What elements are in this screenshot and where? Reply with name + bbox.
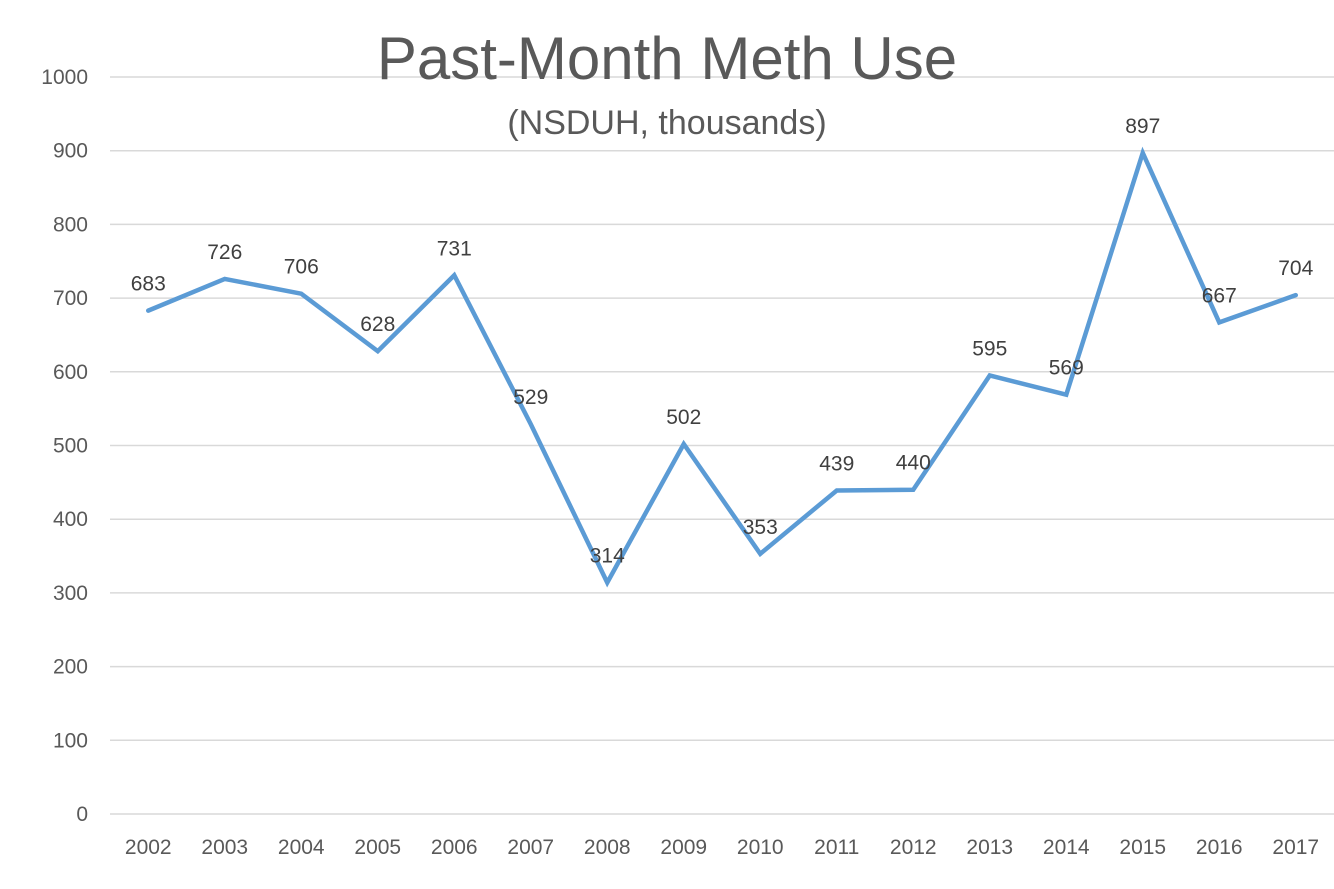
y-tick-label: 100 <box>53 729 88 752</box>
data-label: 353 <box>743 516 778 539</box>
series-layer <box>146 146 1298 588</box>
y-tick-label: 900 <box>53 140 88 163</box>
x-tick-label: 2009 <box>660 836 707 859</box>
chart-title: Past-Month Meth Use <box>377 25 957 92</box>
y-tick-label: 200 <box>53 656 88 679</box>
data-label: 628 <box>360 313 395 336</box>
y-tick-label: 300 <box>53 582 88 605</box>
y-tick-label: 1000 <box>41 66 88 89</box>
y-tick-label: 800 <box>53 213 88 236</box>
x-tick-label: 2013 <box>966 836 1013 859</box>
x-tick-label: 2017 <box>1272 836 1319 859</box>
x-tick-label: 2006 <box>431 836 478 859</box>
x-tick-label: 2005 <box>354 836 401 859</box>
data-label: 314 <box>590 545 625 568</box>
y-tick-label: 0 <box>76 803 88 826</box>
x-tick-label: 2002 <box>125 836 172 859</box>
y-tick-label: 500 <box>53 435 88 458</box>
x-tick-label: 2008 <box>584 836 631 859</box>
data-label: 569 <box>1049 357 1084 380</box>
series-line <box>146 146 1298 588</box>
data-label: 683 <box>131 273 166 296</box>
data-label: 731 <box>437 237 472 260</box>
data-label: 897 <box>1125 115 1160 138</box>
data-label: 440 <box>896 452 931 475</box>
x-tick-label: 2010 <box>737 836 784 859</box>
x-tick-label: 2012 <box>890 836 937 859</box>
data-label: 595 <box>972 337 1007 360</box>
x-tick-label: 2003 <box>201 836 248 859</box>
data-labels: 683 726 706 628 731 529 314 502 353 439 440 595 569 8… <box>131 115 1314 568</box>
chart-subtitle: (NSDUH, thousands) <box>507 104 826 142</box>
x-tick-label: 2007 <box>507 836 554 859</box>
gridlines <box>110 76 1334 815</box>
data-label: 667 <box>1202 284 1237 307</box>
y-tick-label: 700 <box>53 287 88 310</box>
data-label: 529 <box>513 386 548 409</box>
y-tick-label: 400 <box>53 508 88 531</box>
x-tick-label: 2011 <box>814 836 859 859</box>
data-label: 726 <box>207 241 242 264</box>
x-tick-label: 2016 <box>1196 836 1243 859</box>
data-label: 706 <box>284 256 319 279</box>
y-axis: 0 100 200 300 400 500 600 700 800 900 1000 <box>41 66 88 826</box>
x-tick-label: 2015 <box>1119 836 1166 859</box>
x-tick-label: 2004 <box>278 836 325 859</box>
data-label: 502 <box>666 406 701 429</box>
data-label: 704 <box>1278 257 1313 280</box>
x-tick-label: 2014 <box>1043 836 1090 859</box>
data-label: 439 <box>819 452 854 475</box>
x-axis: 2002 2003 2004 2005 2006 2007 2008 2009 2010 2011… <box>125 836 1319 859</box>
y-tick-label: 600 <box>53 361 88 384</box>
